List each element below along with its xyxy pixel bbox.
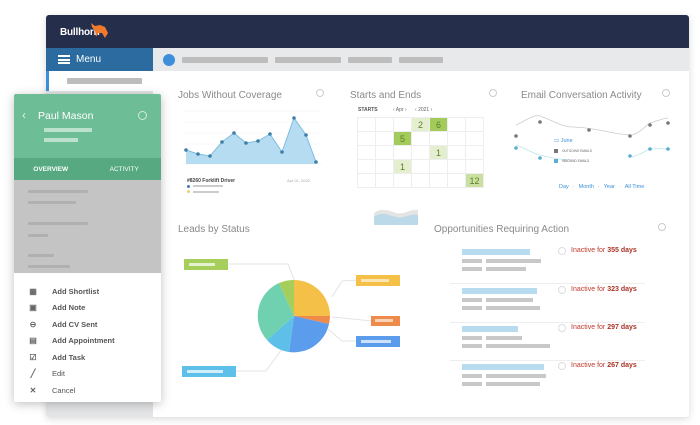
top-bar: Bullhorn <box>46 15 689 48</box>
opportunity-row[interactable]: Inactive for 355 days <box>450 246 645 284</box>
range-year[interactable]: Year <box>603 184 615 190</box>
breadcrumb-item[interactable] <box>348 56 392 63</box>
card-options-icon[interactable] <box>658 223 666 231</box>
legend-text <box>193 191 219 193</box>
action-add-shortlist[interactable]: ▦ Add Shortlist <box>29 286 100 296</box>
year-select[interactable]: ‹ 2021 › <box>415 107 433 113</box>
action-add-task[interactable]: ☑ Add Task <box>29 352 86 362</box>
card-title-opps: Opportunities Requiring Action <box>434 224 570 235</box>
hamburger-icon <box>58 55 70 64</box>
action-add-appointment[interactable]: ▤ Add Appointment <box>29 336 115 346</box>
bull-logo-icon <box>91 23 108 38</box>
calendar-mode[interactable]: STARTS <box>358 107 378 113</box>
inactive-status: Inactive for 355 days <box>571 247 637 254</box>
profile-details-overlay <box>14 180 161 273</box>
card-options-icon[interactable] <box>316 89 324 97</box>
tab-overview[interactable]: OVERVIEW <box>33 165 69 173</box>
action-add-cv-sent[interactable]: ⊖ Add CV Sent <box>29 319 98 329</box>
cv-sent-icon: ⊖ <box>29 319 37 329</box>
action-cancel[interactable]: ✕ Cancel <box>29 385 76 395</box>
opportunity-status-icon <box>558 324 566 332</box>
opportunity-status-icon <box>558 247 566 255</box>
mini-area-chart-icon <box>374 209 418 225</box>
legend-dot <box>187 185 190 188</box>
jobs-area-chart <box>182 110 322 165</box>
job-date: Apr 01, 2020 <box>287 178 310 183</box>
card-title-email: Email Conversation Activity <box>521 90 642 101</box>
legend-text <box>193 185 223 187</box>
back-icon[interactable]: ‹ <box>22 108 26 122</box>
month-select[interactable]: ‹ Apr › <box>393 107 407 113</box>
card-options-icon[interactable] <box>489 89 497 97</box>
card-options-icon[interactable] <box>662 89 670 97</box>
edit-icon: ╱ <box>30 369 36 379</box>
menu-label: Menu <box>76 54 102 65</box>
tab-activity[interactable]: ACTIVITY <box>109 165 139 173</box>
options-icon[interactable] <box>138 111 147 120</box>
sidebar-item-selected[interactable] <box>46 71 153 91</box>
range-month[interactable]: Month <box>578 184 594 190</box>
profile-name: Paul Mason <box>38 110 94 122</box>
action-menu: ▦ Add Shortlist ▣ Add Note ⊖ Add CV Sent ▤ A… <box>14 273 161 399</box>
breadcrumb-item[interactable] <box>275 56 341 63</box>
profile-panel: ‹ Paul Mason OVERVIEW ACTIVITY ▦ Add Shor… <box>14 94 161 402</box>
card-title-jobs: Jobs Without Coverage <box>178 90 282 101</box>
task-icon: ☑ <box>29 352 37 362</box>
opportunity-row[interactable]: Inactive for 267 days <box>450 361 645 399</box>
calendar-grid: · · · 2 6 · · · · 5 · · · · · · · · 1 · · · · 1 · · · · · · · · · · 12 <box>357 117 484 188</box>
profile-header: ‹ Paul Mason <box>14 94 161 158</box>
opportunity-status-icon <box>558 286 566 294</box>
email-line-chart <box>514 115 670 161</box>
profile-tabs: OVERVIEW ACTIVITY <box>14 158 161 180</box>
appointment-icon: ▤ <box>29 336 37 346</box>
breadcrumb-item[interactable] <box>399 56 443 63</box>
note-icon: ▣ <box>29 303 37 313</box>
action-edit[interactable]: ╱ Edit <box>28 366 161 383</box>
cancel-icon: ✕ <box>29 385 37 395</box>
legend-month: ▭ June <box>554 138 573 144</box>
shortlist-icon: ▦ <box>29 286 37 296</box>
menu-button[interactable]: Menu <box>46 48 153 71</box>
card-title-starts: Starts and Ends <box>350 90 422 101</box>
action-add-note[interactable]: ▣ Add Note <box>29 303 86 313</box>
opportunity-row[interactable]: Inactive for 323 days <box>450 285 645 323</box>
opportunity-status-icon <box>558 362 566 370</box>
inactive-status: Inactive for 267 days <box>571 362 637 369</box>
inactive-status: Inactive for 323 days <box>571 286 637 293</box>
card-title-leads: Leads by Status <box>178 224 250 235</box>
range-day[interactable]: Day <box>559 184 569 190</box>
breadcrumb-bar <box>153 48 689 71</box>
legend-outgoing: OUTGOING EMAILS <box>554 149 592 154</box>
opportunity-row[interactable]: Inactive for 297 days <box>450 323 645 361</box>
bullhorn-logo[interactable]: Bullhorn <box>60 27 100 38</box>
inactive-status: Inactive for 297 days <box>571 324 637 331</box>
job-name[interactable]: #8260 Forklift Driver <box>187 178 236 184</box>
leads-pie-chart <box>182 259 400 377</box>
range-selector: Day · Month · Year · All Time <box>559 184 645 190</box>
legend-dot <box>187 190 190 193</box>
breadcrumb-item[interactable] <box>182 56 268 63</box>
range-all-time[interactable]: All Time <box>624 184 645 190</box>
legend-inbound: INBOUND EMAILS <box>554 159 589 164</box>
avatar[interactable] <box>163 53 175 66</box>
